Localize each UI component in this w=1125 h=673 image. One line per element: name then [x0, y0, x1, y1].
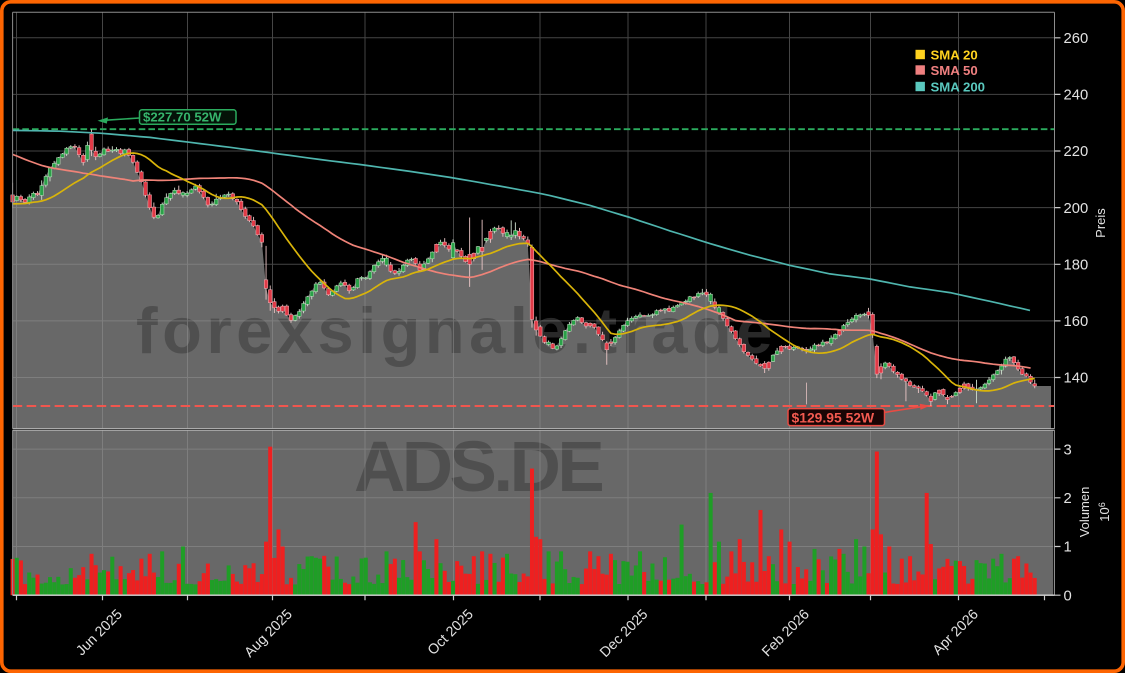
svg-text:SMA 200: SMA 200	[931, 79, 985, 94]
svg-text:220: 220	[1064, 144, 1089, 160]
svg-text:0: 0	[1064, 588, 1072, 604]
svg-text:SMA 50: SMA 50	[931, 63, 978, 78]
svg-text:260: 260	[1064, 31, 1089, 47]
svg-text:160: 160	[1064, 314, 1089, 330]
svg-text:200: 200	[1064, 201, 1089, 217]
svg-text:Volumen: Volumen	[1077, 487, 1092, 538]
svg-text:140: 140	[1064, 371, 1089, 387]
svg-text:SMA 20: SMA 20	[931, 47, 978, 62]
svg-text:2: 2	[1064, 491, 1072, 507]
svg-text:$227.70 52W: $227.70 52W	[143, 110, 222, 125]
svg-text:240: 240	[1064, 88, 1089, 104]
svg-text:180: 180	[1064, 258, 1089, 274]
svg-text:ADS.DE: ADS.DE	[354, 428, 602, 507]
svg-text:Preis: Preis	[1093, 208, 1108, 238]
svg-text:forexsignale.trade: forexsignale.trade	[136, 294, 777, 367]
svg-text:3: 3	[1064, 442, 1072, 458]
svg-text:1: 1	[1064, 540, 1072, 556]
svg-text:$129.95 52W: $129.95 52W	[792, 409, 876, 425]
